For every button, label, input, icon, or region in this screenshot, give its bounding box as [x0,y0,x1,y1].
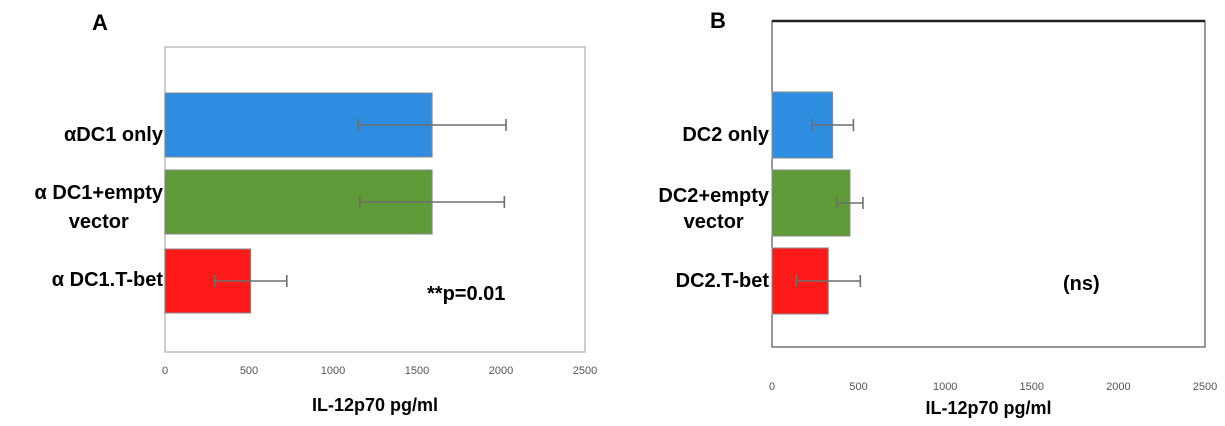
panel-b-tick-label-0: 0 [769,381,775,393]
panel-a-tick-label-1000: 1000 [321,365,345,377]
panel-b-category-label-1: DC2 only [682,124,770,146]
panel-b-category-label-3: DC2.T-bet [676,270,770,292]
panel-a-annotation: **p=0.01 [427,283,505,305]
panel-b-tick-label-1500: 1500 [1020,381,1044,393]
panel-a-category-label-1: αDC1 only [64,124,164,146]
panel-a-category-label-3: α DC1.T-bet [52,269,164,291]
panel-b-tick-label-2500: 2500 [1193,381,1217,393]
panel-b-category-label-2-line-2: vector [684,211,744,233]
panel-b-x-axis-title: IL-12p70 pg/ml [925,398,1051,418]
panel-a-tick-label-2000: 2000 [489,365,513,377]
panel-a-category-label-2-line-1: α DC1+empty [35,182,164,204]
panel-b-annotation: (ns) [1063,273,1100,295]
panel-a-letter: A [92,10,108,35]
panel-a-tick-label-500: 500 [240,365,258,377]
panel-a-tick-label-2500: 2500 [573,365,597,377]
panel-a-tick-label-0: 0 [162,365,168,377]
panel-a-category-label-2-line-2: vector [69,211,129,233]
panel-b-tick-label-2000: 2000 [1106,381,1130,393]
panel-a-x-axis-title: IL-12p70 pg/ml [312,395,438,415]
panel-b-tick-label-1000: 1000 [933,381,957,393]
panel-b-bar-1 [771,91,834,159]
panel-a-tick-label-1500: 1500 [405,365,429,377]
panel-b-tick-label-500: 500 [849,381,867,393]
panel-b-category-label-2-line-1: DC2+empty [658,185,769,207]
panel-b-letter: B [710,8,726,33]
